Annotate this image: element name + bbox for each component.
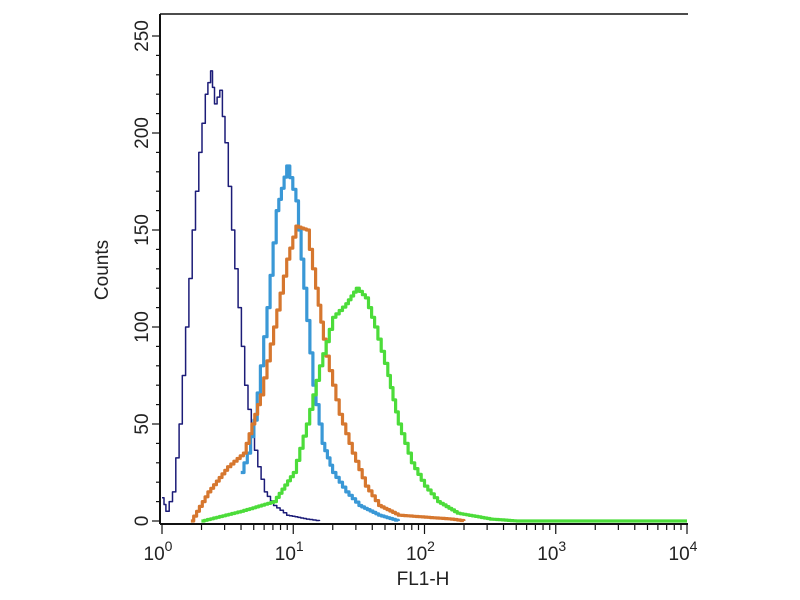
y-tick-label: 50: [132, 413, 153, 434]
x-tick-label: 101: [275, 538, 304, 565]
series-group: [162, 70, 687, 523]
x-tick-label: 102: [406, 538, 435, 565]
y-tick-label: 0: [132, 516, 153, 527]
y-axis-title: Counts: [92, 240, 113, 300]
x-tick-exponent: 4: [690, 538, 698, 554]
series-orange: [190, 224, 466, 523]
series-green: [201, 286, 687, 523]
x-axis-title: FL1-H: [397, 569, 450, 590]
x-tick-label: 103: [537, 538, 566, 565]
y-tick-label: 200: [132, 117, 153, 149]
x-tick-exponent: 3: [558, 538, 566, 554]
y-tick-label: 250: [132, 20, 153, 52]
y-tick-label: 100: [132, 311, 153, 343]
x-tick-label: 104: [669, 538, 698, 565]
x-tick-exponent: 0: [165, 538, 173, 554]
y-tick-label: 150: [132, 214, 153, 246]
x-tick-exponent: 1: [296, 538, 304, 554]
series-blue: [240, 164, 400, 522]
x-tick-exponent: 2: [427, 538, 435, 554]
x-tick-label: 100: [144, 538, 173, 565]
series-control: [162, 70, 321, 522]
